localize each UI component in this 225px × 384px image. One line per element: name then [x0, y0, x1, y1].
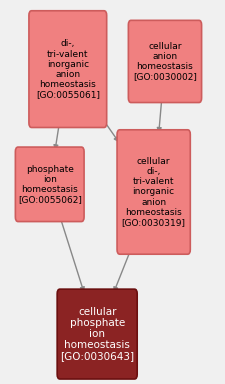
FancyBboxPatch shape	[128, 20, 201, 103]
Text: cellular
di-,
tri-valent
inorganic
anion
homeostasis
[GO:0030319]: cellular di-, tri-valent inorganic anion…	[121, 157, 185, 227]
FancyBboxPatch shape	[15, 147, 84, 222]
Text: di-,
tri-valent
inorganic
anion
homeostasis
[GO:0055061]: di-, tri-valent inorganic anion homeosta…	[36, 40, 99, 99]
Text: cellular
phosphate
ion
homeostasis
[GO:0030643]: cellular phosphate ion homeostasis [GO:0…	[60, 307, 134, 361]
FancyBboxPatch shape	[29, 11, 106, 127]
FancyBboxPatch shape	[117, 130, 189, 254]
Text: cellular
anion
homeostasis
[GO:0030002]: cellular anion homeostasis [GO:0030002]	[133, 42, 196, 81]
FancyBboxPatch shape	[57, 289, 137, 379]
Text: phosphate
ion
homeostasis
[GO:0055062]: phosphate ion homeostasis [GO:0055062]	[18, 165, 81, 204]
